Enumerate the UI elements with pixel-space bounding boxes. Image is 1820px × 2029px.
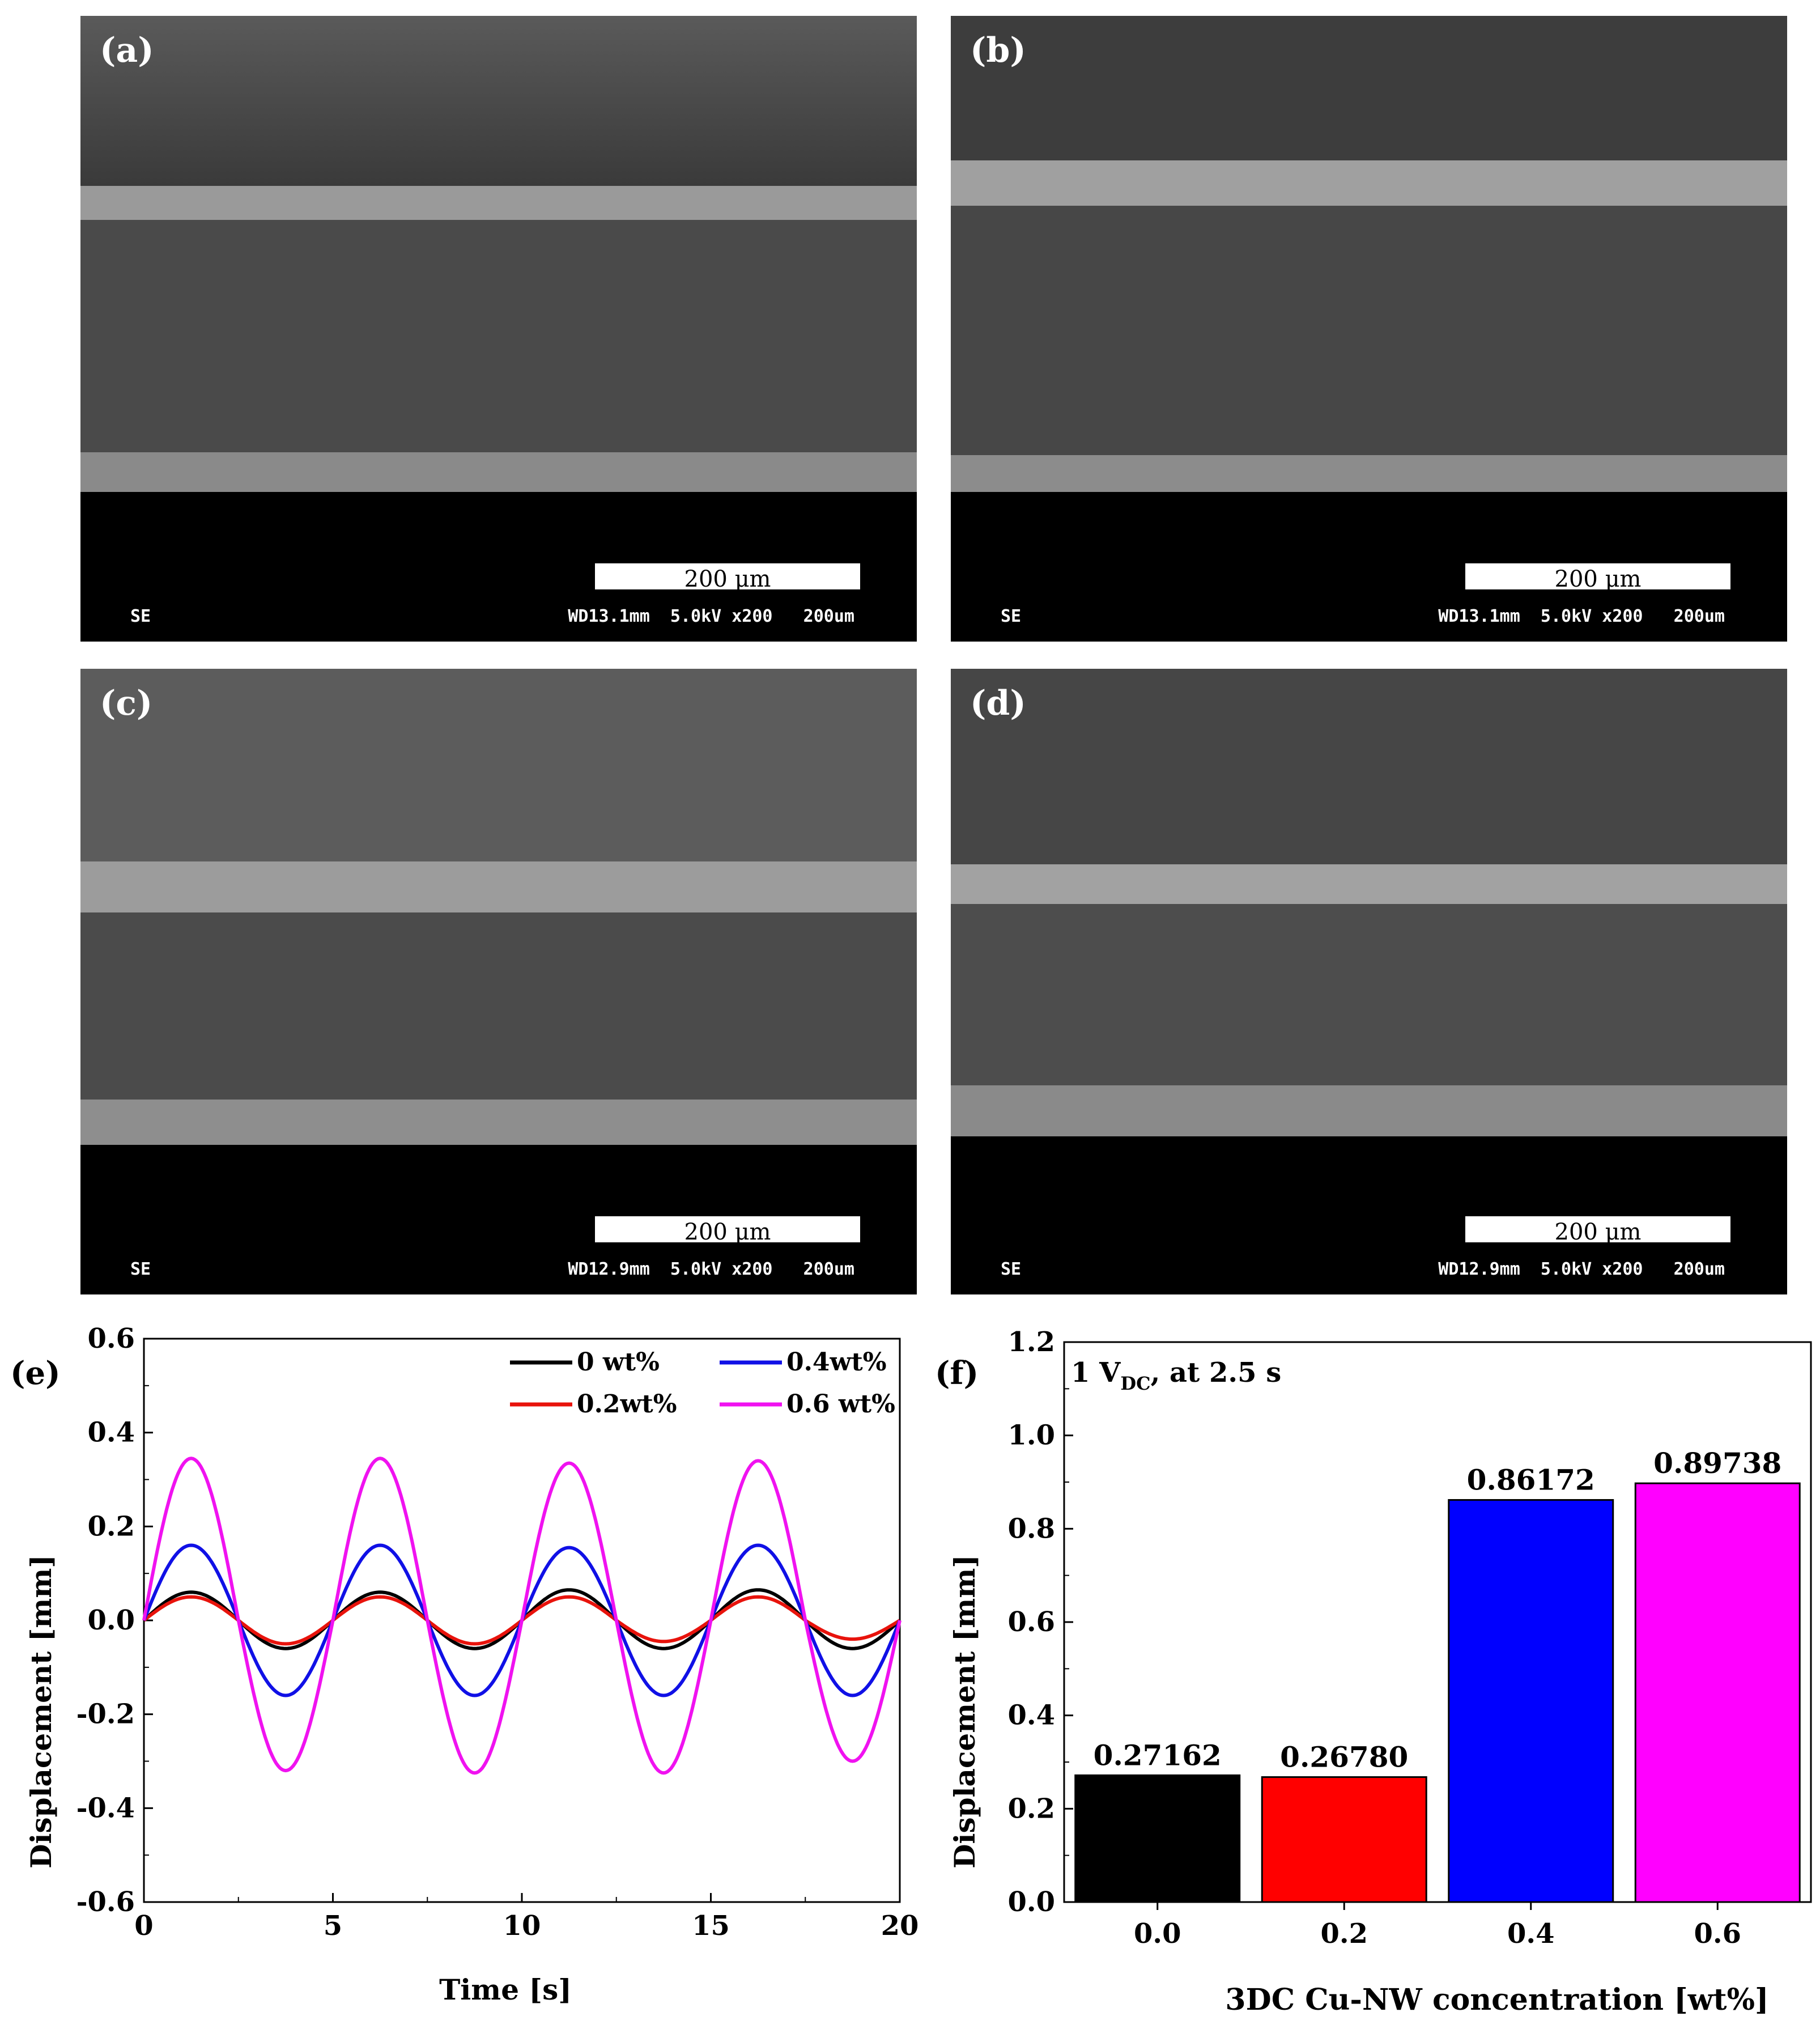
y-axis-label: Displacement [mm] <box>24 1555 58 1869</box>
sem-image-c <box>80 669 917 1145</box>
x-axis-label: 3DC Cu-NW concentration [wt%] <box>1225 1983 1768 2017</box>
x-tick-label: 0.6 <box>1694 1918 1741 1950</box>
y-tick-label: 0.6 <box>1007 1606 1055 1638</box>
y-tick-label: 0.4 <box>87 1417 135 1449</box>
panel-label: (d) <box>970 684 1026 723</box>
series-lines <box>142 1457 902 1775</box>
legend-label: 0.4wt% <box>786 1348 887 1377</box>
x-axis-label: Time [s] <box>439 1973 572 2006</box>
y-tick-label: 0.4 <box>1007 1700 1055 1731</box>
bar-value-label: 0.27162 <box>1094 1738 1222 1772</box>
bar-2 <box>1448 1499 1614 1903</box>
x-tick-label: 0.2 <box>1320 1918 1368 1950</box>
x-tick-label: 0 <box>134 1910 153 1942</box>
detector-label: SE <box>1001 1259 1022 1279</box>
panel-label: (b) <box>970 31 1026 70</box>
bar-3 <box>1634 1482 1801 1903</box>
scale-bar: 200 µm <box>595 563 860 592</box>
panel-label-f: (f) <box>935 1355 979 1392</box>
sem-info: WD13.1mm 5.0kV x200 200um <box>1438 606 1725 626</box>
annotation: 1 VDC, at 2.5 s <box>1071 1357 1281 1394</box>
sem-info: WD12.9mm 5.0kV x200 200um <box>568 1259 854 1279</box>
x-tick-label: 5 <box>324 1910 342 1942</box>
x-tick-label: 0.4 <box>1507 1918 1555 1950</box>
detector-label: SE <box>130 606 151 626</box>
x-tick-label: 0.0 <box>1134 1918 1181 1950</box>
annotation-main: 1 V <box>1071 1357 1121 1389</box>
y-tick-label: -0.2 <box>76 1699 135 1730</box>
sem-panel-b: (b) 200 µm SE WD13.1mm 5.0kV x200 200um <box>951 16 1787 642</box>
scale-bar: 200 µm <box>1465 563 1730 592</box>
sem-image-a <box>80 16 917 492</box>
legend: 0 wt% 0.2wt% 0.4wt% 0.6 wt% <box>510 1348 895 1419</box>
detector-label: SE <box>1001 606 1022 626</box>
y-tick-label: 0.0 <box>1007 1886 1055 1918</box>
scale-bar: 200 µm <box>1465 1216 1730 1245</box>
sem-info: WD13.1mm 5.0kV x200 200um <box>568 606 854 626</box>
sem-image-d <box>951 669 1787 1136</box>
legend-label: 0 wt% <box>577 1348 660 1377</box>
y-tick-label: 1.2 <box>1007 1326 1055 1358</box>
legend-label: 0.2wt% <box>577 1390 677 1419</box>
y-axis-label: Displacement [mm] <box>948 1555 981 1869</box>
bar-value-label: 0.89738 <box>1653 1446 1781 1480</box>
axes: 0 5 10 15 20 -0.6 -0.4 -0.2 0.0 0.2 0.4 0.6 <box>76 1323 918 1942</box>
bar-value-label: 0.86172 <box>1467 1463 1595 1497</box>
x-tick-label: 20 <box>881 1910 918 1942</box>
sem-image-b <box>951 16 1787 492</box>
y-tick-label: 1.0 <box>1007 1420 1055 1451</box>
y-tick-label: 0.0 <box>87 1604 135 1636</box>
series-line-3 <box>142 1457 902 1775</box>
bars: 0.27162 0.26780 0.86172 0.89738 <box>1074 1446 1801 1903</box>
annotation-tail: , at 2.5 s <box>1151 1357 1282 1389</box>
bar-value-label: 0.26780 <box>1280 1741 1408 1774</box>
bar-0 <box>1074 1774 1241 1903</box>
sem-info: WD12.9mm 5.0kV x200 200um <box>1438 1259 1725 1279</box>
y-tick-label: 0.2 <box>87 1510 135 1542</box>
y-tick-label: 0.6 <box>87 1323 135 1355</box>
axes: 0.0 0.2 0.4 0.6 0.8 1.0 1.2 0.0 0.2 0.4 0.6 <box>1007 1326 1812 1950</box>
x-tick-label: 15 <box>692 1910 730 1942</box>
sem-panel-d: (d) 200 µm SE WD12.9mm 5.0kV x200 200um <box>951 669 1787 1294</box>
annotation-sub: DC <box>1120 1373 1150 1394</box>
panel-label: (a) <box>100 31 154 70</box>
y-tick-label: 0.2 <box>1007 1793 1055 1824</box>
displacement-bar-chart: (f) 1 VDC, at 2.5 s 0.0 0.2 0.4 0.6 0.8 1.0 1.… <box>935 1326 1812 2017</box>
detector-label: SE <box>130 1259 151 1279</box>
legend-label: 0.6 wt% <box>786 1390 895 1419</box>
y-tick-label: -0.4 <box>76 1792 135 1824</box>
y-tick-label: 0.8 <box>1007 1513 1055 1544</box>
bar-1 <box>1261 1776 1427 1903</box>
displacement-time-chart: (e) 0 5 10 15 20 -0.6 -0.4 -0.2 0.0 0.2 0.4 0.6 0 w… <box>10 1323 918 2006</box>
sem-panel-c: (c) 200 µm SE WD12.9mm 5.0kV x200 200um <box>80 669 917 1294</box>
x-tick-label: 10 <box>503 1910 541 1942</box>
panel-label-e: (e) <box>10 1355 61 1392</box>
panel-label: (c) <box>100 684 153 723</box>
scale-bar: 200 µm <box>595 1216 860 1245</box>
y-tick-label: -0.6 <box>76 1886 135 1918</box>
sem-panel-a: (a) 200 µm SE WD13.1mm 5.0kV x200 200um <box>80 16 917 642</box>
